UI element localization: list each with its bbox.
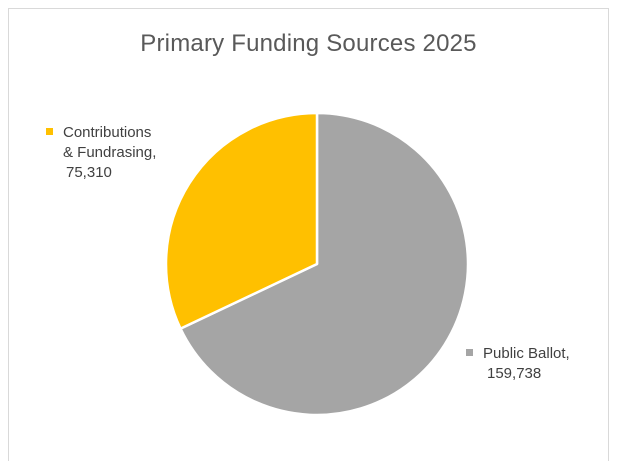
- slice-label-public-ballot: Public Ballot, 159,738: [466, 344, 606, 384]
- slice-label-contributions-value: 75,310: [66, 164, 112, 181]
- slice-label-public-ballot-value: 159,738: [487, 365, 542, 382]
- pie-slice-contributions: [164, 111, 319, 330]
- slice-label-contributions-line1: Contributions: [63, 124, 152, 141]
- slice-label-public-ballot-line1: Public Ballot,: [483, 345, 570, 362]
- pie-slice-public-ballot: [179, 111, 470, 417]
- chart-title: Primary Funding Sources 2025: [140, 30, 477, 57]
- slice-swatch-public-ballot: [466, 349, 473, 356]
- slice-label-contributions-line2: & Fundrasing,: [63, 144, 157, 161]
- slice-swatch-contributions: [46, 128, 53, 135]
- slice-label-contributions: Contributions & Fundrasing, 75,310: [46, 123, 196, 183]
